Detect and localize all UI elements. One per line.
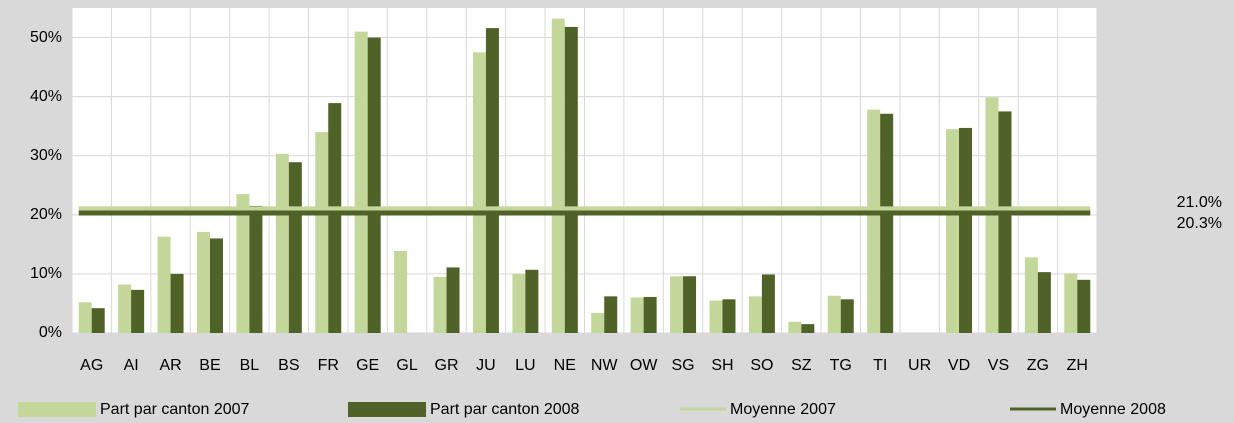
bar [118, 284, 132, 333]
bar [170, 273, 184, 333]
x-tick-label: ZH [1067, 357, 1088, 374]
bar [485, 28, 499, 333]
y-tick-label: 50% [30, 29, 62, 46]
bar [315, 132, 329, 333]
bar [670, 276, 684, 333]
y-tick-label: 30% [30, 147, 62, 164]
legend-label: Part par canton 2007 [100, 401, 250, 418]
y-tick-label: 0% [39, 324, 62, 341]
bar [722, 299, 736, 333]
bar [236, 194, 250, 333]
x-tick-label: TG [830, 357, 852, 374]
x-tick-label: AI [124, 357, 139, 374]
bar [604, 296, 618, 333]
bar [761, 274, 775, 333]
x-tick-label: NW [591, 357, 619, 374]
bar [867, 109, 881, 334]
bar [880, 113, 894, 333]
x-tick-label: ZG [1027, 357, 1049, 374]
x-tick-label: GE [356, 357, 379, 374]
legend-label: Moyenne 2007 [730, 401, 836, 418]
legend-swatch [18, 402, 96, 417]
bar [446, 267, 460, 333]
bar [288, 162, 302, 333]
y-tick-label: 20% [30, 206, 62, 223]
x-tick-label: VS [988, 357, 1009, 374]
bar [946, 129, 960, 333]
average-label: 20.3% [1177, 215, 1222, 232]
bar [394, 250, 408, 333]
x-tick-label: SO [750, 357, 773, 374]
x-tick-label: AR [159, 357, 181, 374]
x-tick-label: SH [711, 357, 733, 374]
y-tick-label: 10% [30, 265, 62, 282]
bar [1077, 279, 1091, 333]
bar [643, 296, 657, 333]
x-tick-label: GL [396, 357, 417, 374]
bar [1064, 273, 1078, 333]
bar [840, 299, 854, 333]
bar [1037, 272, 1051, 333]
x-tick-label: BE [199, 357, 220, 374]
bar [196, 231, 210, 333]
bar [748, 296, 762, 333]
x-tick-label: BS [278, 357, 299, 374]
x-tick-label: NE [554, 357, 576, 374]
bar [525, 269, 539, 333]
bar [249, 205, 263, 333]
x-tick-label: OW [630, 357, 658, 374]
x-tick-label: SG [671, 357, 694, 374]
bar [472, 52, 486, 334]
bar [433, 276, 447, 333]
bar [275, 153, 289, 333]
x-tick-label: FR [318, 357, 339, 374]
bar [157, 236, 171, 333]
legend-label: Part par canton 2008 [430, 401, 580, 418]
bar [209, 238, 223, 333]
bar [512, 273, 526, 333]
bar [801, 324, 815, 333]
x-tick-label: LU [515, 357, 535, 374]
bar [367, 37, 381, 333]
x-tick-label: BL [240, 357, 260, 374]
x-tick-label: GR [435, 357, 459, 374]
x-tick-label: VD [948, 357, 970, 374]
x-tick-label: AG [80, 357, 103, 374]
bar [630, 297, 644, 333]
bar [78, 302, 92, 333]
bar [328, 103, 342, 334]
bar [709, 300, 723, 333]
bar [683, 276, 697, 333]
x-tick-label: UR [908, 357, 931, 374]
x-tick-label: TI [873, 357, 887, 374]
bar [354, 31, 368, 334]
legend-label: Moyenne 2008 [1060, 401, 1166, 418]
bar [998, 111, 1012, 333]
x-tick-label: JU [476, 357, 496, 374]
bar [91, 308, 105, 333]
legend-swatch [348, 402, 426, 417]
bar [1024, 257, 1038, 333]
average-label: 21.0% [1177, 194, 1222, 211]
bar [827, 295, 841, 333]
bar [564, 26, 578, 334]
y-tick-label: 40% [30, 88, 62, 105]
bar [788, 321, 802, 333]
bar [131, 289, 145, 333]
x-tick-label: SZ [791, 357, 812, 374]
bar [591, 312, 605, 333]
bar [551, 18, 565, 334]
bar [959, 127, 973, 333]
